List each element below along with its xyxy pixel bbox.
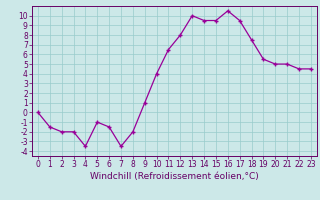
X-axis label: Windchill (Refroidissement éolien,°C): Windchill (Refroidissement éolien,°C)	[90, 172, 259, 181]
